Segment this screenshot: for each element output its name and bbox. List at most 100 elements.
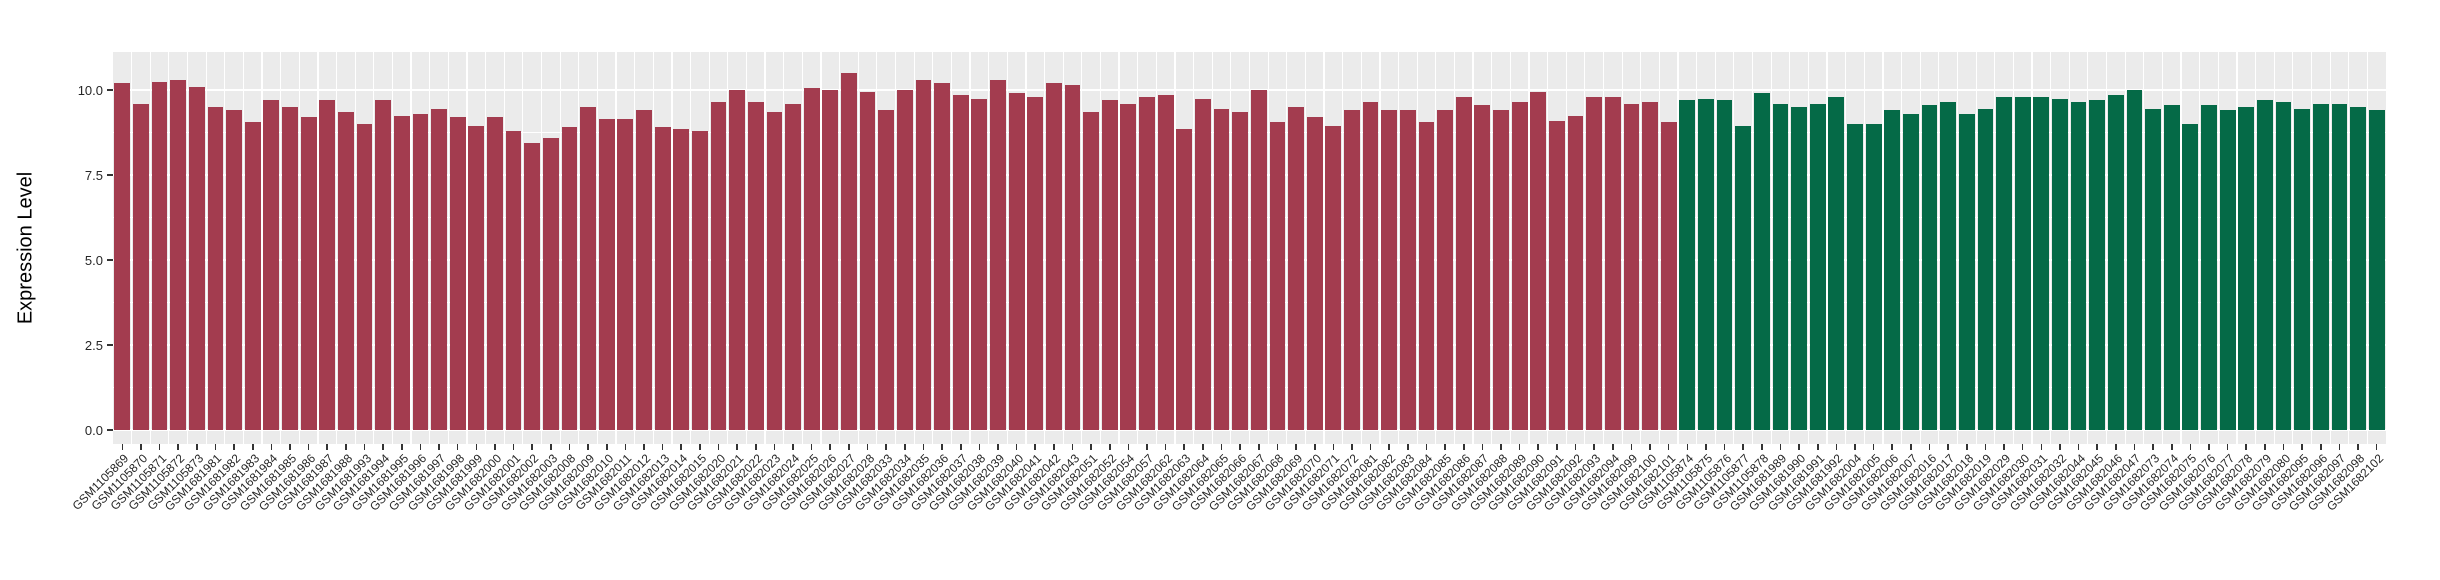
- x-axis-tick: [1593, 444, 1595, 450]
- gridline-vertical: [2254, 52, 2257, 444]
- x-axis-tick: [1015, 444, 1018, 450]
- x-axis-tick: [1779, 444, 1782, 450]
- y-axis-title: Expression Level: [14, 171, 37, 325]
- x-axis-tick: [2133, 444, 2136, 450]
- bar: [2256, 100, 2273, 430]
- x-axis-tick: [251, 444, 254, 450]
- x-axis-tick: [158, 444, 161, 450]
- x-axis-tick: [1183, 444, 1186, 450]
- gridline-horizontal-minor: [113, 387, 2386, 388]
- x-axis-tick: [1388, 444, 1391, 450]
- gridline-vertical: [578, 52, 580, 444]
- gridline-vertical: [1528, 52, 1530, 444]
- bar: [580, 107, 596, 430]
- bar: [1660, 122, 1677, 430]
- x-axis-tick: [1854, 444, 1856, 450]
- bar: [1399, 110, 1416, 430]
- gridline-vertical: [1453, 52, 1456, 444]
- bar: [412, 113, 429, 430]
- gridline-vertical: [503, 52, 505, 444]
- x-axis-tick: [419, 444, 422, 450]
- x-axis-tick: [1034, 444, 1037, 450]
- bar: [1101, 100, 1118, 430]
- bar: [2238, 107, 2255, 430]
- x-axis-tick: [959, 444, 962, 450]
- bar: [1586, 96, 1603, 430]
- bar: [1455, 96, 1472, 430]
- x-axis-tick: [1984, 444, 1987, 450]
- bar: [1306, 117, 1323, 430]
- bar: [1549, 120, 1565, 430]
- gridline-vertical: [1360, 52, 1362, 444]
- bar: [1176, 129, 1193, 430]
- x-axis-tick: [1649, 444, 1651, 450]
- gridline-vertical: [1696, 52, 1698, 444]
- x-axis-tick: [177, 444, 179, 450]
- x-axis-tick: [2208, 444, 2210, 450]
- bar: [2275, 101, 2292, 430]
- bar: [282, 107, 298, 430]
- bar: [393, 115, 410, 430]
- gridline-vertical: [1733, 52, 1735, 444]
- gridline-vertical: [522, 52, 524, 444]
- bar: [1045, 83, 1062, 430]
- gridline-vertical: [2031, 52, 2033, 444]
- bar: [952, 95, 969, 430]
- bar: [1977, 108, 1994, 430]
- gridline-vertical: [224, 52, 226, 444]
- gridline-vertical: [335, 52, 338, 444]
- bar: [449, 117, 466, 430]
- bar: [1623, 103, 1640, 430]
- bar: [2052, 98, 2068, 430]
- gridline-vertical: [1099, 52, 1102, 444]
- gridline-vertical: [1323, 52, 1325, 444]
- x-axis-tick: [196, 444, 198, 450]
- bar: [934, 83, 950, 430]
- gridline-vertical: [1509, 52, 1511, 444]
- gridline-vertical: [1621, 52, 1623, 444]
- gridline-vertical: [913, 52, 915, 444]
- x-axis-tick: [456, 444, 459, 450]
- gridline-vertical: [764, 52, 766, 444]
- bar: [1903, 113, 1919, 430]
- gridline-vertical: [1118, 52, 1120, 444]
- x-axis-tick: [550, 444, 552, 450]
- gridline-horizontal-major: [113, 429, 2386, 431]
- bar: [263, 100, 280, 430]
- bar: [2089, 100, 2106, 430]
- x-axis-tick: [1276, 444, 1279, 450]
- x-axis-tick: [1425, 444, 1428, 450]
- gridline-vertical: [2124, 52, 2126, 444]
- gridline-vertical: [894, 52, 897, 444]
- gridline-vertical: [1006, 52, 1008, 444]
- x-axis-tick: [1332, 444, 1335, 450]
- bar: [915, 79, 932, 430]
- bar: [356, 124, 373, 430]
- gridline-vertical: [1658, 52, 1660, 444]
- x-axis-tick: [2282, 444, 2285, 450]
- bar: [1679, 100, 1696, 430]
- gridline-vertical: [1938, 52, 1940, 444]
- x-axis-tick: [2226, 444, 2229, 450]
- x-axis-tick: [2170, 444, 2173, 450]
- x-axis-tick: [2319, 444, 2322, 450]
- x-axis-tick: [1407, 444, 1409, 450]
- gridline-vertical: [205, 52, 207, 444]
- gridline-vertical: [1062, 52, 1064, 444]
- bar: [1958, 113, 1975, 430]
- gridline-vertical: [1975, 52, 1977, 444]
- y-axis-tick: [107, 89, 113, 91]
- gridline-vertical: [634, 52, 636, 444]
- x-axis-tick: [1053, 444, 1055, 450]
- bar: [1418, 122, 1435, 430]
- x-axis-tick: [587, 444, 589, 450]
- bar: [691, 130, 708, 430]
- bar: [1083, 112, 1100, 430]
- gridline-vertical: [1807, 52, 1810, 444]
- gridline-horizontal-minor: [113, 302, 2386, 303]
- bar: [1642, 101, 1658, 430]
- gridline-vertical: [2087, 52, 2089, 444]
- gridline-vertical: [1081, 52, 1083, 444]
- gridline-vertical: [466, 52, 468, 444]
